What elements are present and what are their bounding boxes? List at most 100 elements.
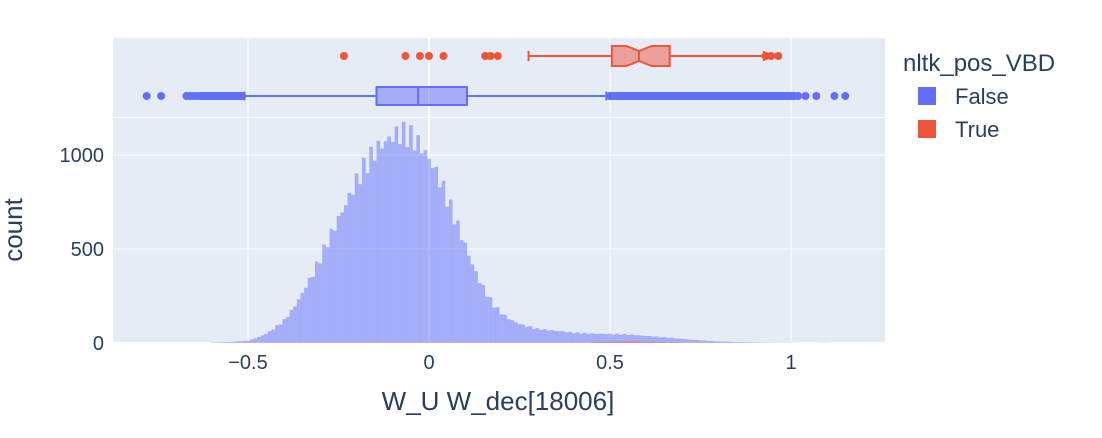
y-tick-label-0: 0 [93, 333, 104, 355]
histogram-bar-false [749, 342, 753, 343]
outlier-point-true [439, 52, 448, 60]
histogram-bar-false [651, 336, 656, 343]
histogram-bar-true [604, 342, 609, 343]
x-tick-label-2: 0.5 [596, 352, 624, 374]
histogram-bar-false [340, 212, 344, 343]
outlier-point-false [157, 92, 166, 100]
histogram-bar-false [691, 339, 696, 343]
histogram-bar-false [619, 334, 623, 343]
histogram-bar-false [611, 334, 616, 343]
histogram-bar-false [658, 337, 663, 343]
histogram-bar-true [633, 341, 638, 343]
histogram-bar-false [644, 335, 649, 343]
outlier-point-false [830, 92, 839, 100]
histogram-bar-true [622, 341, 627, 343]
histogram-bar-false [503, 314, 507, 343]
histogram-bar-false [756, 342, 761, 343]
histogram-bar-false [416, 135, 420, 343]
histogram-bar-false [423, 150, 428, 343]
histogram-bar-true [644, 341, 649, 343]
histogram-bar-false [401, 121, 406, 343]
histogram-bar-false [629, 334, 634, 343]
histogram-bar-false [249, 339, 254, 343]
histogram-bar-false [575, 332, 580, 343]
histogram-bar-false [495, 307, 500, 343]
histogram-bar-false [564, 332, 569, 343]
x-tick-label-1: 0 [423, 352, 434, 374]
histogram-bar-false [622, 333, 627, 343]
legend-label-true: True [955, 117, 999, 142]
histogram-bar-true [637, 341, 641, 343]
histogram-bar-false [452, 224, 457, 343]
histogram-bar-true [593, 342, 598, 343]
outlier-point-false [812, 92, 821, 100]
histogram-bar-false [590, 333, 594, 343]
histogram-bar-false [405, 146, 410, 343]
histogram-bar-false [329, 228, 334, 343]
histogram-bar-false [669, 337, 674, 343]
histogram-bar-false [304, 287, 308, 343]
histogram-bar-false [333, 230, 337, 343]
box-false [375, 86, 469, 106]
y-tick-label-1: 500 [71, 239, 104, 261]
histogram-bar-false [257, 336, 261, 343]
histogram-bar-false [720, 341, 725, 343]
histogram-bar-true [629, 341, 634, 343]
histogram-bar-false [228, 342, 232, 343]
outlier-point-false [801, 92, 810, 100]
histogram-bar-false [419, 153, 424, 343]
histogram-bar-false [499, 314, 504, 343]
histogram-bar-false [318, 263, 323, 343]
histogram-bar-false [528, 326, 533, 343]
histogram-bar-false [264, 333, 268, 343]
histogram-bar-true [662, 342, 667, 343]
histogram-bar-false [354, 173, 359, 343]
histogram-bar-false [267, 331, 272, 343]
histogram-bar-false [307, 277, 312, 343]
histogram-bar-false [521, 324, 525, 343]
histogram-bar-true [658, 342, 663, 343]
histogram-bar-false [325, 247, 330, 343]
histogram-bar-false [655, 336, 659, 343]
outlier-point-true [774, 52, 783, 60]
histogram-bar-false [477, 283, 482, 343]
outlier-point-true [767, 52, 776, 60]
x-tick-label-0: −0.5 [228, 352, 267, 374]
histogram-bar-false [434, 166, 439, 343]
outlier-point-true [415, 52, 424, 60]
histogram-bar-false [398, 144, 402, 343]
histogram-bar-false [752, 342, 757, 343]
histogram-bar-false [220, 342, 225, 343]
histogram-bar-false [224, 342, 229, 343]
histogram-bar-false [684, 339, 688, 343]
histogram-bar-true [619, 341, 623, 343]
histogram-bar-false [485, 296, 489, 343]
histogram-bar-false [438, 187, 442, 343]
histogram-bar-false [593, 333, 598, 343]
histogram-bar-false [365, 173, 370, 343]
histogram-bar-false [662, 337, 667, 343]
histogram-bar-true [611, 341, 616, 343]
histogram-bar-false [600, 333, 605, 343]
histogram-bar-false [456, 220, 460, 343]
histogram-bar-false [441, 180, 446, 343]
histogram-bar-false [235, 341, 239, 343]
histogram-bar-false [231, 341, 236, 343]
histogram-bar-false [633, 335, 638, 343]
histogram-bar-false [369, 146, 373, 343]
histogram-bar-false [322, 244, 326, 343]
histogram-bar-false [282, 319, 287, 343]
histogram-bar-false [430, 168, 435, 343]
legend-item-true[interactable]: True [918, 117, 999, 142]
histogram-bar-false [448, 199, 453, 343]
histogram-bar-false [376, 140, 381, 343]
histogram-bar-false [568, 331, 572, 343]
histogram-bar-false [271, 329, 276, 343]
histogram-bar-false [372, 160, 377, 343]
histogram-bar-false [470, 264, 475, 343]
outlier-band-high-false [606, 92, 799, 100]
histogram-bar-false [409, 125, 413, 343]
histogram-bar-false [742, 342, 746, 343]
histogram-bar-false [673, 338, 677, 343]
legend-item-false[interactable]: False [918, 84, 1009, 109]
